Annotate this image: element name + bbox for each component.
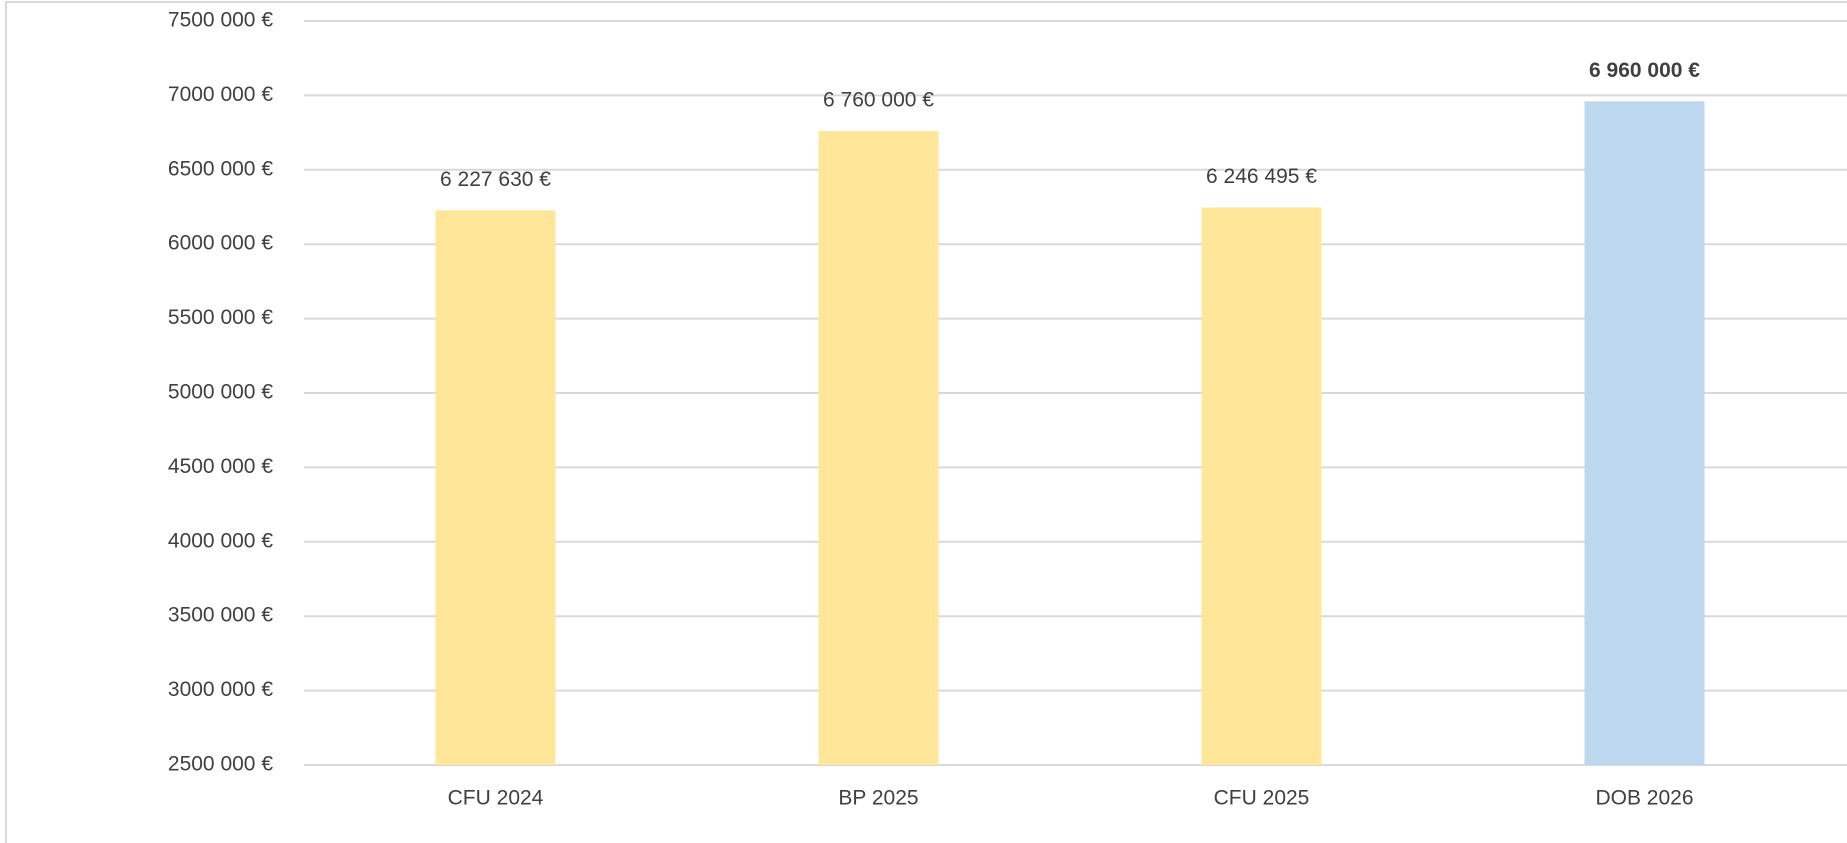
- x-tick-label: BP 2025: [838, 787, 918, 810]
- y-tick-label: 5500 000 €: [168, 306, 273, 329]
- chart-frame: [5, 1, 1847, 843]
- value-label: 6 246 495 €: [1206, 165, 1317, 188]
- y-tick-label: 7000 000 €: [168, 83, 273, 106]
- y-tick-label: 7500 000 €: [168, 9, 273, 32]
- y-tick-label: 3500 000 €: [168, 604, 273, 627]
- bar: [818, 131, 939, 765]
- value-label: 6 960 000 €: [1589, 59, 1700, 82]
- y-tick-label: 2500 000 €: [168, 753, 273, 776]
- bar: [435, 210, 556, 765]
- value-label: 6 760 000 €: [823, 89, 934, 112]
- y-tick-label: 3000 000 €: [168, 678, 273, 701]
- y-tick-label: 6500 000 €: [168, 157, 273, 180]
- y-tick-label: 5000 000 €: [168, 381, 273, 404]
- value-label: 6 227 630 €: [440, 168, 551, 191]
- x-tick-label: CFU 2025: [1214, 787, 1310, 810]
- y-tick-label: 6000 000 €: [168, 232, 273, 255]
- y-tick-label: 4500 000 €: [168, 455, 273, 478]
- bar: [1584, 101, 1705, 766]
- bar: [1201, 207, 1322, 765]
- x-tick-label: DOB 2026: [1595, 787, 1693, 810]
- y-tick-label: 4000 000 €: [168, 529, 273, 552]
- x-tick-label: CFU 2024: [448, 787, 544, 810]
